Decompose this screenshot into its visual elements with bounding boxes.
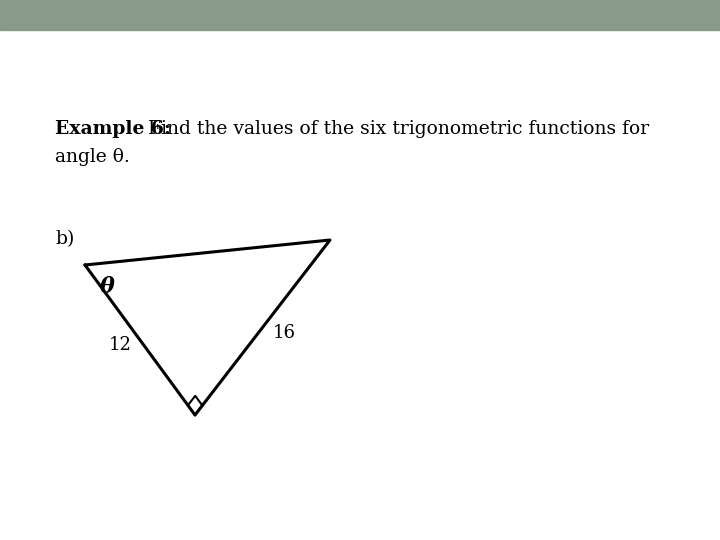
Text: angle θ.: angle θ. [55,148,130,166]
Text: b): b) [55,230,74,248]
Bar [0,0,720,30]
Text: 16: 16 [273,323,296,341]
Text: Example 6:: Example 6: [55,120,171,138]
Text: Find the values of the six trigonometric functions for: Find the values of the six trigonometric… [142,120,649,138]
Text: θ: θ [99,276,114,298]
Text: 12: 12 [109,336,132,354]
